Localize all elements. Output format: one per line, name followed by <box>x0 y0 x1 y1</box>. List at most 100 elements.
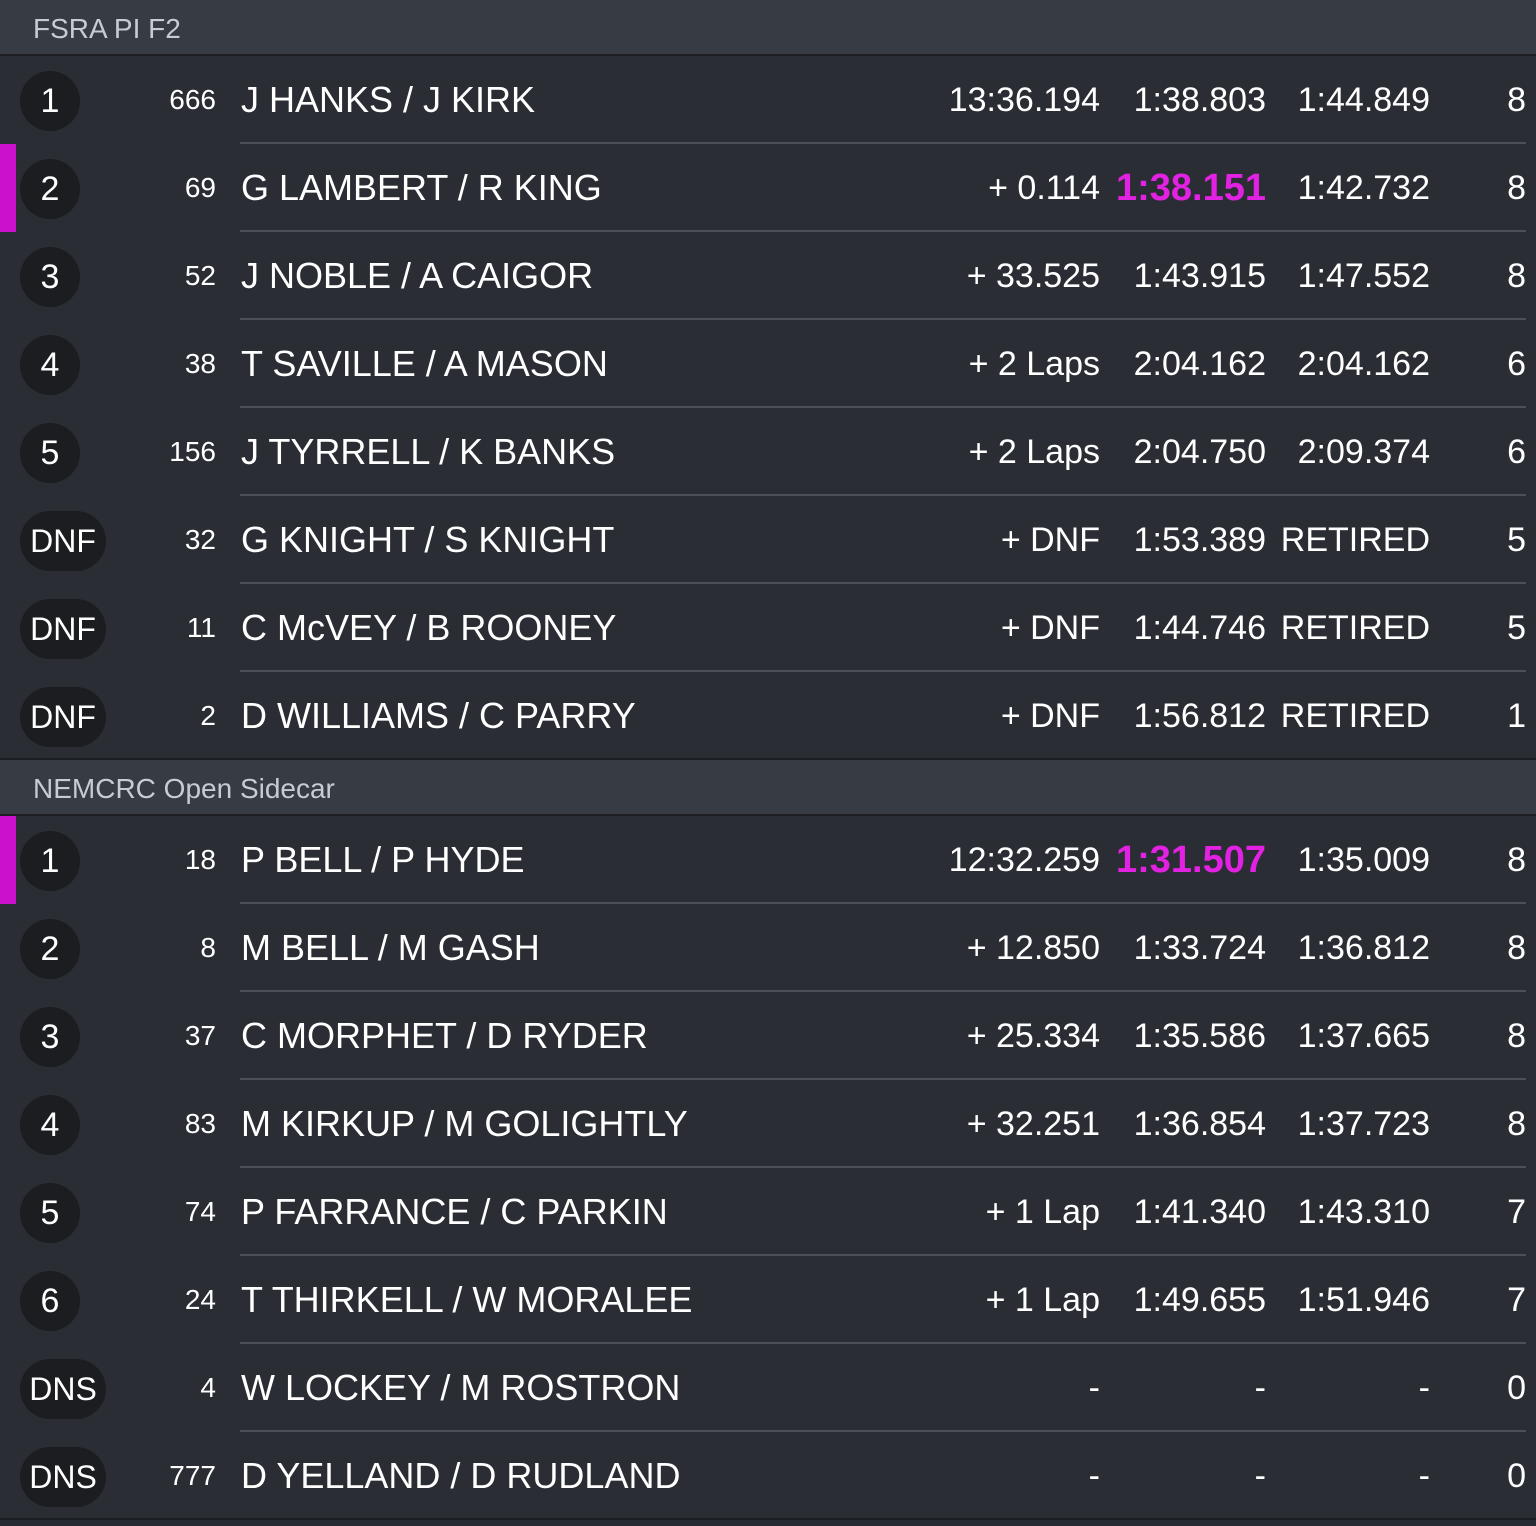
position-badge: DNF <box>20 599 106 659</box>
rider-number: 24 <box>184 1284 216 1315</box>
best-lap: 1:31.507 <box>1115 839 1266 881</box>
position-badge: 2 <box>20 919 80 979</box>
rider-names: M BELL / M GASH <box>241 927 540 968</box>
rider-names: W LOCKEY / M ROSTRON <box>241 1367 681 1408</box>
laps-completed: 8 <box>1507 1017 1526 1055</box>
total-time-or-gap: + 1 Lap <box>985 1281 1100 1319</box>
laps-completed: 7 <box>1507 1281 1526 1319</box>
total-time-or-gap: + 2 Laps <box>968 345 1100 383</box>
total-time-or-gap: - <box>1088 1369 1100 1407</box>
rider-names: D WILLIAMS / C PARRY <box>241 695 636 736</box>
laps-completed: 1 <box>1507 697 1526 735</box>
total-time-or-gap: + 12.850 <box>966 929 1100 967</box>
total-time-or-gap: + DNF <box>1000 697 1100 735</box>
laps-completed: 8 <box>1507 929 1526 967</box>
best-lap: - <box>1254 1369 1266 1407</box>
last-lap: 1:36.812 <box>1297 929 1430 967</box>
rider-number: 11 <box>186 612 216 643</box>
fastest-lap-indicator <box>0 816 16 904</box>
result-row[interactable]: DNS 4 W LOCKEY / M ROSTRON - - - 0 <box>0 1344 1536 1432</box>
result-row[interactable]: DNF 11 C McVEY / B ROONEY + DNF 1:44.746 RETI… <box>0 584 1536 672</box>
result-row[interactable]: DNS 777 D YELLAND / D RUDLAND - - - 0 <box>0 1432 1536 1520</box>
rider-names: C MORPHET / D RYDER <box>241 1015 648 1056</box>
total-time-or-gap: - <box>1088 1457 1100 1495</box>
result-row[interactable]: 4 38 T SAVILLE / A MASON + 2 Laps 2:04.162 2:… <box>0 320 1536 408</box>
rider-number: 666 <box>169 84 216 115</box>
fastest-lap-indicator <box>0 144 16 232</box>
last-lap: 1:37.665 <box>1297 1017 1430 1055</box>
last-lap: - <box>1418 1457 1430 1495</box>
best-lap: 1:41.340 <box>1133 1193 1266 1231</box>
rider-names: J TYRRELL / K BANKS <box>241 431 616 472</box>
result-row[interactable]: 3 37 C MORPHET / D RYDER + 25.334 1:35.586 1:… <box>0 992 1536 1080</box>
rider-number: 69 <box>184 172 216 203</box>
laps-completed: 5 <box>1507 609 1526 647</box>
last-lap: 2:09.374 <box>1297 433 1430 471</box>
laps-completed: 8 <box>1507 257 1526 295</box>
result-row[interactable]: 1 18 P BELL / P HYDE 12:32.259 1:31.507 1:35.… <box>0 816 1536 904</box>
laps-completed: 0 <box>1507 1369 1526 1407</box>
position-badge: 2 <box>20 159 80 219</box>
total-time-or-gap: + 33.525 <box>966 257 1100 295</box>
result-row[interactable]: 4 83 M KIRKUP / M GOLIGHTLY + 32.251 1:36.85… <box>0 1080 1536 1168</box>
rider-number: 83 <box>184 1108 216 1139</box>
laps-completed: 8 <box>1507 81 1526 119</box>
best-lap: 1:53.389 <box>1133 521 1266 559</box>
laps-completed: 5 <box>1507 521 1526 559</box>
result-row[interactable]: 6 24 T THIRKELL / W MORALEE + 1 Lap 1:49.655… <box>0 1256 1536 1344</box>
position-badge: DNS <box>20 1359 106 1419</box>
result-row[interactable]: 5 156 J TYRRELL / K BANKS + 2 Laps 2:04.750 2… <box>0 408 1536 496</box>
last-lap: 1:35.009 <box>1297 841 1430 879</box>
best-lap: 1:49.655 <box>1133 1281 1266 1319</box>
best-lap: 1:35.586 <box>1133 1017 1266 1055</box>
laps-completed: 7 <box>1507 1193 1526 1231</box>
total-time-or-gap: + 25.334 <box>966 1017 1100 1055</box>
total-time-or-gap: + 2 Laps <box>968 433 1100 471</box>
position-badge: 5 <box>20 423 80 483</box>
rider-names: D YELLAND / D RUDLAND <box>241 1455 681 1496</box>
rider-names: C McVEY / B ROONEY <box>241 607 617 648</box>
result-row[interactable]: DNF 32 G KNIGHT / S KNIGHT + DNF 1:53.389 RET… <box>0 496 1536 584</box>
rider-number: 38 <box>184 348 216 379</box>
rider-names: M KIRKUP / M GOLIGHTLY <box>241 1103 688 1144</box>
best-lap: 1:44.746 <box>1133 609 1266 647</box>
result-row[interactable]: 3 52 J NOBLE / A CAIGOR + 33.525 1:43.915 1:4… <box>0 232 1536 320</box>
best-lap: 2:04.162 <box>1133 345 1266 383</box>
best-lap: 1:38.151 <box>1115 167 1266 209</box>
section-title: NEMCRC Open Sidecar <box>33 773 335 804</box>
best-lap: 1:38.803 <box>1133 81 1266 119</box>
position-badge: 3 <box>20 1007 80 1067</box>
rider-names: T SAVILLE / A MASON <box>241 343 608 384</box>
last-lap: RETIRED <box>1280 697 1430 735</box>
position-badge: DNS <box>20 1447 106 1507</box>
result-row[interactable]: 2 8 M BELL / M GASH + 12.850 1:33.724 1:36.81… <box>0 904 1536 992</box>
rider-number: 18 <box>184 844 216 875</box>
position-badge: 4 <box>20 1095 80 1155</box>
last-lap: 1:43.310 <box>1297 1193 1430 1231</box>
total-time-or-gap: + 1 Lap <box>985 1193 1100 1231</box>
last-lap: RETIRED <box>1280 609 1430 647</box>
rider-number: 74 <box>184 1196 216 1227</box>
rider-number: 32 <box>184 524 216 555</box>
laps-completed: 8 <box>1507 841 1526 879</box>
best-lap: 1:33.724 <box>1133 929 1266 967</box>
position-badge: DNF <box>20 687 106 747</box>
last-lap: 1:37.723 <box>1297 1105 1430 1143</box>
total-time-or-gap: 12:32.259 <box>948 841 1100 879</box>
result-row[interactable]: 5 74 P FARRANCE / C PARKIN + 1 Lap 1:41.340 1… <box>0 1168 1536 1256</box>
position-badge: 6 <box>20 1271 80 1331</box>
result-row[interactable]: DNF 2 D WILLIAMS / C PARRY + DNF 1:56.812 RET… <box>0 672 1536 760</box>
best-lap: 1:56.812 <box>1133 697 1266 735</box>
last-lap: 1:47.552 <box>1297 257 1430 295</box>
laps-completed: 8 <box>1507 1105 1526 1143</box>
last-lap: RETIRED <box>1280 521 1430 559</box>
best-lap: - <box>1254 1457 1266 1495</box>
result-row[interactable]: 1 666 J HANKS / J KIRK 13:36.194 1:38.803 1:4… <box>0 56 1536 144</box>
rider-number: 2 <box>200 700 216 731</box>
position-badge: DNF <box>20 511 106 571</box>
rider-number: 777 <box>169 1460 216 1491</box>
position-badge: 5 <box>20 1183 80 1243</box>
rider-number: 156 <box>169 436 216 467</box>
result-row[interactable]: 2 69 G LAMBERT / R KING + 0.114 1:38.151 1:42… <box>0 144 1536 232</box>
